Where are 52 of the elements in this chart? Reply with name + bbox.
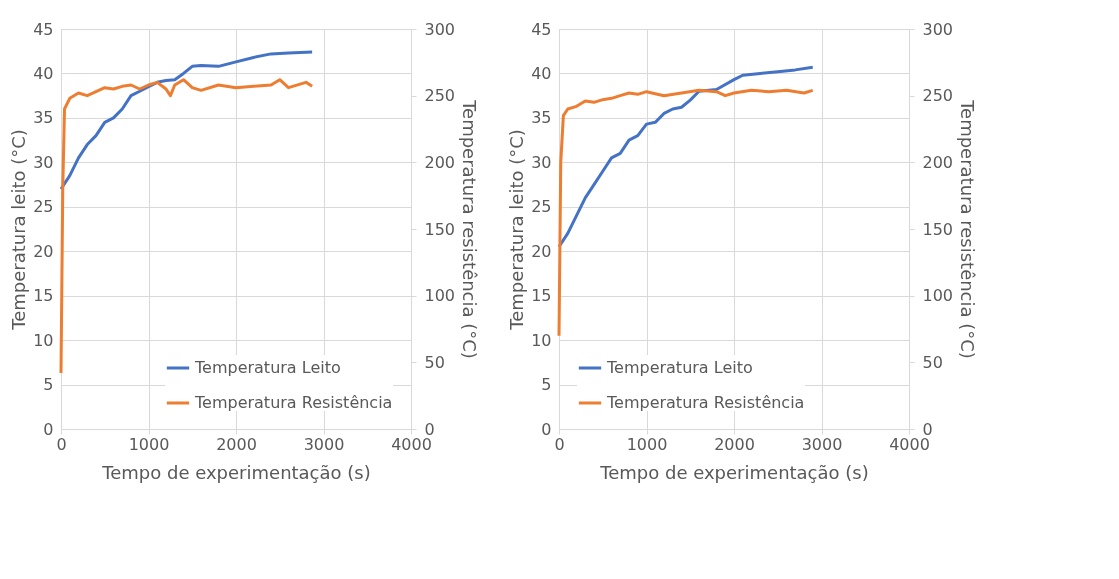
y2-tick-label: 100 — [922, 286, 954, 306]
y-tick-label: 35 — [33, 108, 54, 128]
y-tick-label: 30 — [33, 152, 54, 172]
x-tick-label: 3000 — [801, 434, 843, 454]
y-tick-label: 0 — [43, 419, 54, 439]
y-tick-label: 30 — [531, 152, 552, 172]
y2-axis-title: Temperatura resistência (°C) — [459, 99, 481, 359]
x-tick-label: 3000 — [303, 434, 345, 454]
y-tick-label: 25 — [531, 197, 552, 217]
y-tick-label: 20 — [33, 241, 54, 261]
x-tick-label: 2000 — [714, 434, 755, 454]
y-axis-title: Temperatura leito (°C) — [8, 129, 30, 331]
line-series — [557, 88, 815, 338]
legend-label: Temperatura Resistência — [194, 393, 393, 412]
y-tick-label: 10 — [33, 330, 54, 350]
y-tick-label: 45 — [531, 19, 552, 39]
y2-tick-label: 50 — [922, 352, 943, 372]
y-tick-label: 10 — [531, 330, 552, 350]
y2-tick-label: 250 — [922, 86, 954, 106]
y-tick-label: 0 — [541, 419, 552, 439]
y-tick-label: 45 — [33, 19, 54, 39]
y-tick-label: 35 — [531, 108, 552, 128]
y2-axis-title: Temperatura resistência (°C) — [957, 99, 979, 359]
y2-tick-label: 200 — [424, 152, 456, 172]
x-tick-label: 0 — [56, 434, 67, 454]
x-tick-label: 0 — [554, 434, 565, 454]
y2-tick-label: 300 — [922, 19, 954, 39]
x-tick-label: 1000 — [128, 434, 170, 454]
y2-tick-label: 300 — [424, 19, 456, 39]
y-axis-title: Temperatura leito (°C) — [506, 129, 528, 331]
y-tick-label: 15 — [531, 286, 552, 306]
y-tick-label: 25 — [33, 197, 54, 217]
y2-tick-label: 150 — [424, 219, 456, 239]
x-axis-title: Tempo de experimentação (s) — [599, 461, 869, 483]
y2-tick-label: 150 — [922, 219, 954, 239]
legend-label: Temperatura Leito — [606, 358, 753, 377]
y-tick-label: 15 — [33, 286, 54, 306]
x-tick-label: 2000 — [216, 434, 257, 454]
y-tick-label: 5 — [43, 375, 54, 395]
line-series — [59, 50, 314, 191]
x-tick-label: 1000 — [626, 434, 668, 454]
legend-label: Temperatura Leito — [194, 358, 341, 377]
y2-tick-label: 250 — [424, 86, 456, 106]
x-axis-title: Tempo de experimentação (s) — [101, 461, 371, 483]
legend-label: Temperatura Resistência — [606, 393, 805, 412]
y-tick-label: 20 — [531, 241, 552, 261]
y-tick-label: 5 — [541, 375, 552, 395]
y2-tick-label: 100 — [424, 286, 456, 306]
y-tick-label: 40 — [531, 63, 552, 83]
y2-tick-label: 200 — [922, 152, 954, 172]
y-tick-label: 40 — [33, 63, 54, 83]
y2-tick-label: 50 — [424, 352, 445, 372]
